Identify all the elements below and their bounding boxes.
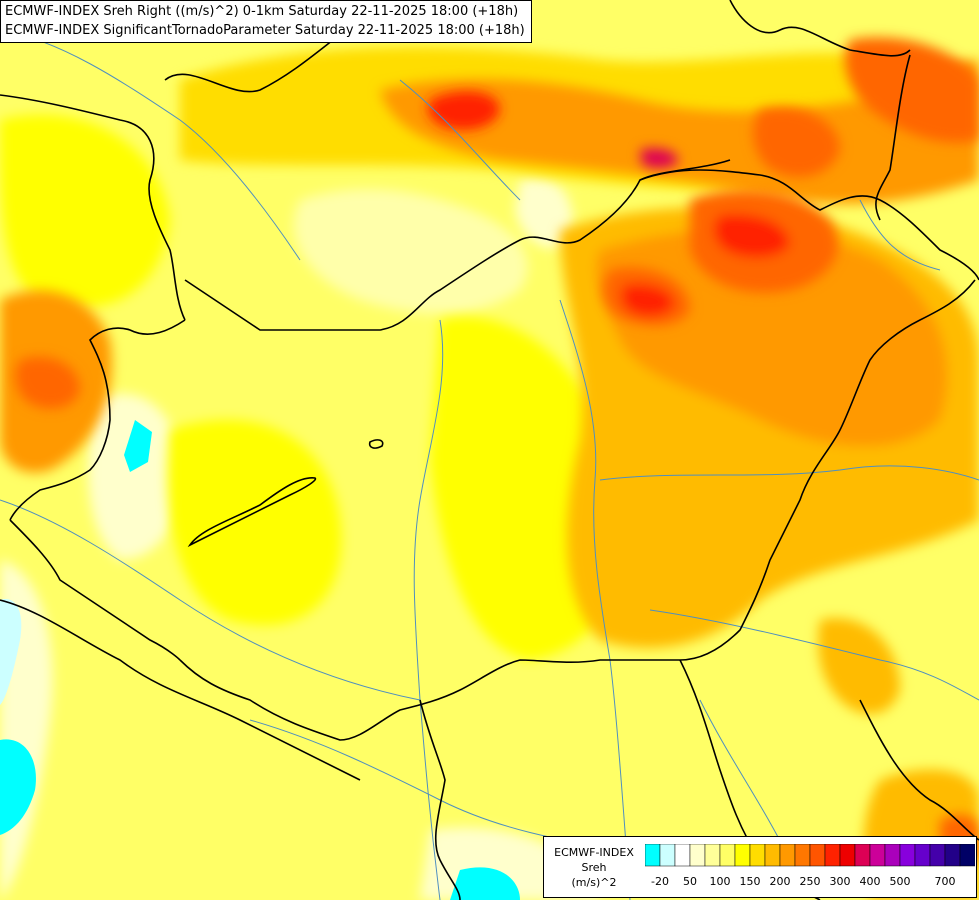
border-slovakia-hungary bbox=[184, 159, 731, 331]
border-slovenia-croatia bbox=[9, 519, 181, 661]
border-austria-slovenia bbox=[9, 319, 186, 521]
title-line-2: ECMWF-INDEX SignificantTornadoParameter … bbox=[5, 23, 525, 38]
legend-swatch bbox=[794, 844, 811, 867]
border-poland-north bbox=[729, 0, 911, 57]
field-amber-se bbox=[818, 618, 900, 714]
lake-small bbox=[368, 439, 384, 449]
legend-swatch bbox=[944, 844, 961, 867]
legend-tick-labels: -20 50 100 150 200 250 300 400 500 700 bbox=[645, 875, 975, 889]
title-line-1: ECMWF-INDEX Sreh Right ((m/s)^2) 0-1km S… bbox=[5, 4, 519, 19]
legend-swatch bbox=[809, 844, 826, 867]
legend-tick-label: -20 bbox=[651, 875, 669, 888]
field-darkorange-core3 bbox=[753, 107, 840, 177]
legend-swatch bbox=[824, 844, 841, 867]
field-yellow-west bbox=[167, 420, 342, 626]
color-legend: ECMWF-INDEX Sreh (m/s)^2 -20 50 100 150 200 2… bbox=[543, 836, 977, 898]
border-hungary-ukraine bbox=[639, 169, 979, 281]
legend-swatch bbox=[839, 844, 856, 867]
legend-swatch bbox=[764, 844, 781, 867]
legend-unit: (m/s)^2 bbox=[571, 876, 617, 889]
legend-swatch bbox=[959, 844, 975, 867]
legend-tick-label: 500 bbox=[889, 875, 911, 888]
legend-tick-label: 100 bbox=[709, 875, 731, 888]
border-austria-czech bbox=[0, 94, 186, 321]
field-pale-slovakia bbox=[515, 178, 573, 249]
legend-tick-label: 200 bbox=[769, 875, 791, 888]
legend-tick-label: 150 bbox=[739, 875, 761, 888]
legend-tick-label: 700 bbox=[934, 875, 956, 888]
river-south bbox=[649, 609, 979, 701]
field-cyan-3 bbox=[450, 867, 520, 900]
lake-balaton bbox=[187, 477, 317, 548]
river-nw bbox=[0, 29, 301, 261]
border-serbia-croatia bbox=[419, 699, 461, 900]
legend-model: ECMWF-INDEX bbox=[554, 846, 634, 859]
field-pale-west bbox=[88, 393, 181, 560]
border-hungary-croatia-serbia bbox=[179, 659, 680, 741]
legend-tick-label: 50 bbox=[683, 875, 697, 888]
legend-swatch bbox=[689, 844, 706, 867]
field-orange-north bbox=[380, 60, 979, 204]
map-title-box: ECMWF-INDEX Sreh Right ((m/s)^2) 0-1km S… bbox=[0, 0, 532, 43]
legend-swatch bbox=[734, 844, 751, 867]
border-romania-bulgaria bbox=[859, 699, 979, 841]
legend-tick-label: 250 bbox=[799, 875, 821, 888]
field-orange-east bbox=[596, 228, 948, 447]
legend-color-scale bbox=[645, 844, 975, 867]
legend-swatch bbox=[914, 844, 931, 867]
field-red-core2 bbox=[620, 283, 675, 317]
field-cyan-2 bbox=[0, 739, 36, 835]
field-red-core1 bbox=[713, 214, 790, 258]
legend-swatch bbox=[929, 844, 946, 867]
legend-swatch bbox=[704, 844, 721, 867]
legend-swatch bbox=[749, 844, 766, 867]
legend-swatch bbox=[899, 844, 916, 867]
field-magenta-spot bbox=[640, 148, 679, 169]
legend-swatch bbox=[719, 844, 736, 867]
legend-swatch bbox=[674, 844, 691, 867]
legend-swatch bbox=[884, 844, 901, 867]
legend-tick-label: 300 bbox=[829, 875, 851, 888]
river-ne bbox=[859, 199, 941, 271]
legend-parameter: Sreh bbox=[581, 861, 607, 874]
field-cyan-light bbox=[0, 599, 22, 705]
field-yellow-nw bbox=[0, 114, 170, 308]
field-darkorange-ne bbox=[844, 37, 979, 143]
border-hungary-romania bbox=[679, 279, 976, 661]
river-tisza bbox=[559, 299, 631, 900]
legend-tick-label: 400 bbox=[859, 875, 881, 888]
field-red-north bbox=[427, 91, 500, 130]
legend-swatch bbox=[779, 844, 796, 867]
river-north bbox=[399, 79, 521, 201]
river-mures bbox=[599, 465, 979, 481]
legend-swatch bbox=[645, 844, 661, 867]
legend-swatch bbox=[659, 844, 676, 867]
border-croatia-bosnia bbox=[0, 599, 361, 781]
river-drava bbox=[0, 499, 421, 701]
field-pale-north bbox=[293, 189, 528, 314]
field-darkorange-west bbox=[15, 356, 81, 409]
field-cyan-1 bbox=[124, 420, 152, 472]
legend-swatch bbox=[854, 844, 871, 867]
legend-title: ECMWF-INDEX Sreh (m/s)^2 bbox=[544, 845, 644, 890]
border-ukraine-east bbox=[875, 54, 911, 221]
legend-swatch bbox=[869, 844, 886, 867]
